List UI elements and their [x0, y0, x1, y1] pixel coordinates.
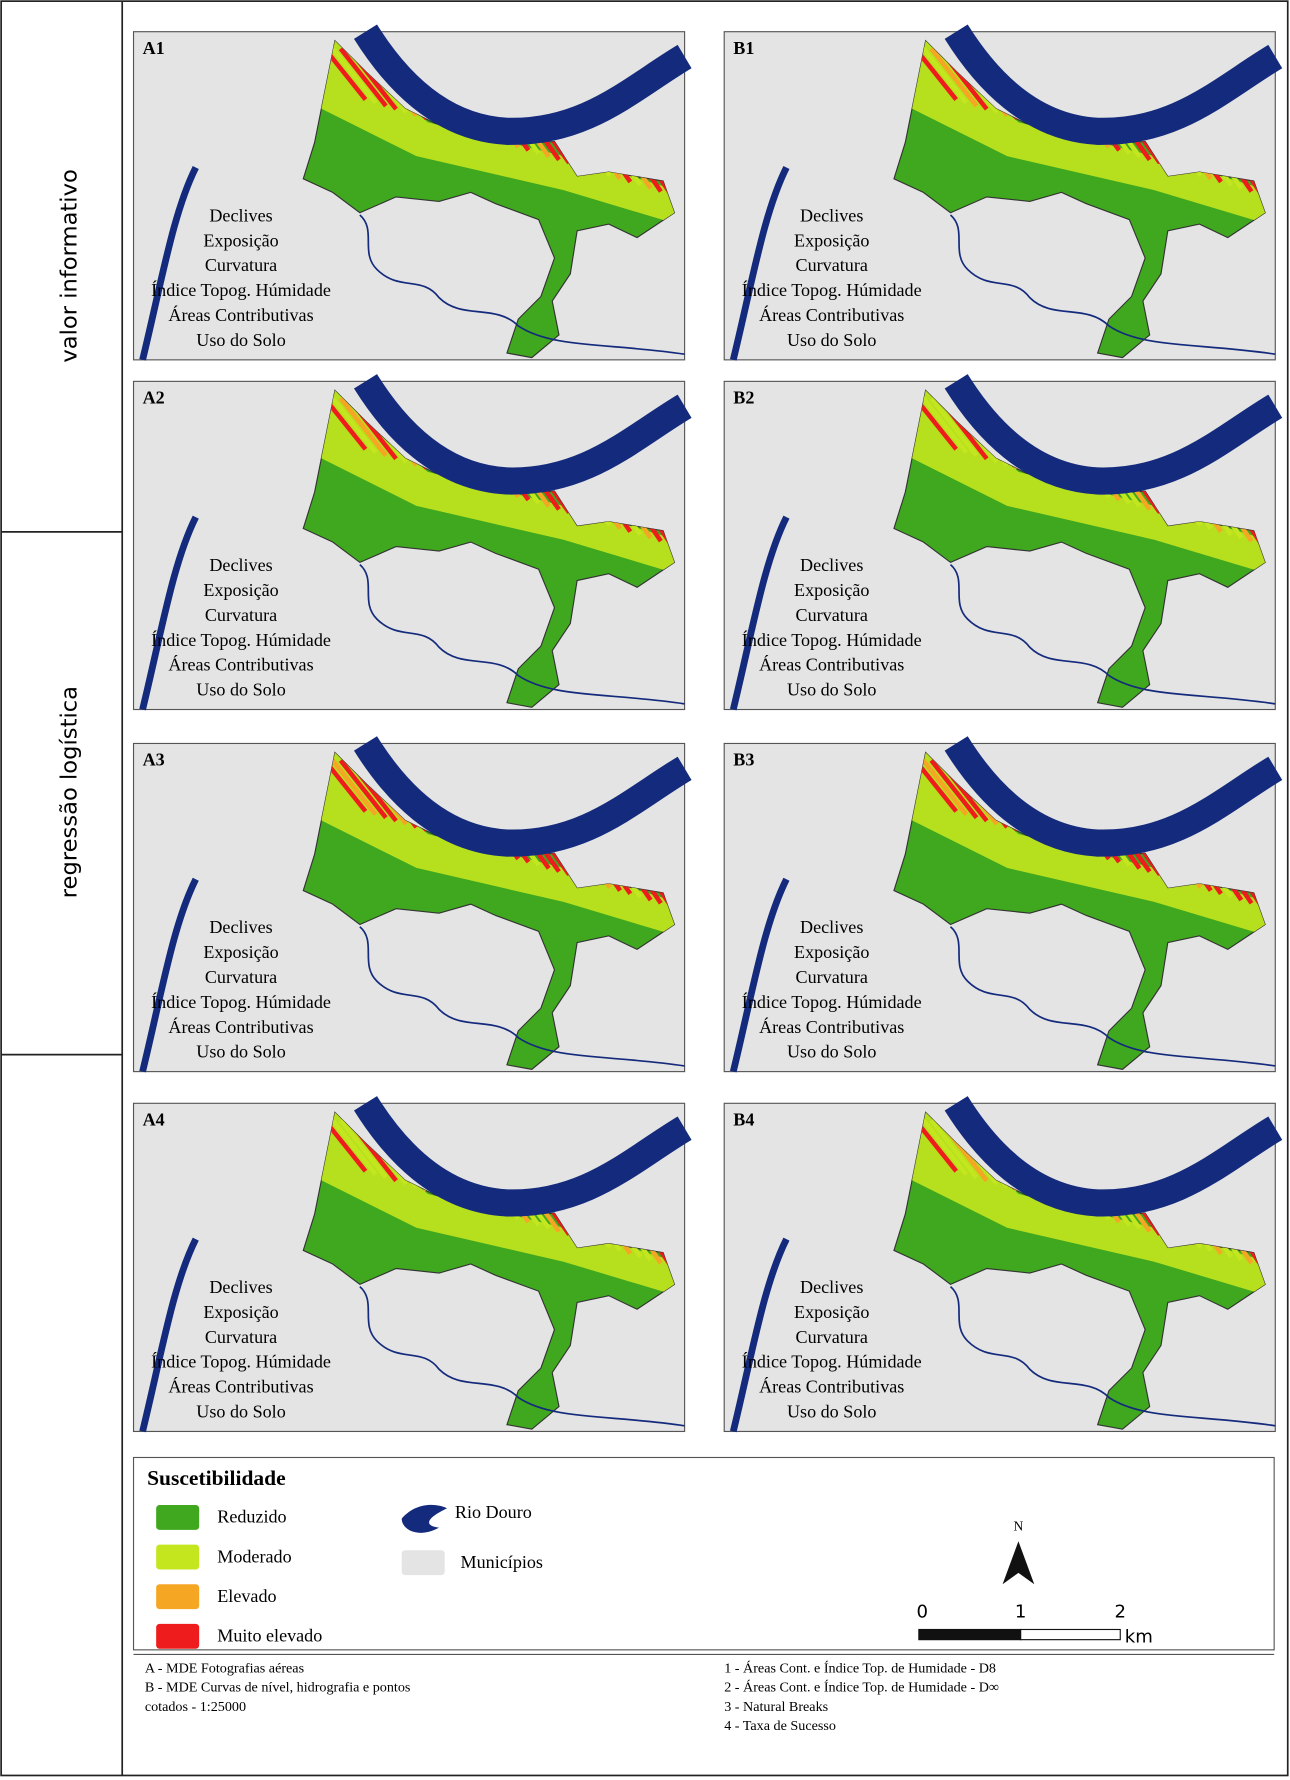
factor: Áreas Contributivas	[168, 1016, 313, 1037]
factor: Curvatura	[205, 1327, 277, 1347]
factor: Declives	[800, 205, 863, 225]
factor: Áreas Contributivas	[168, 1376, 313, 1397]
legend-label: Muito elevado	[217, 1626, 322, 1646]
figure: valor informativo regressão logística A1…	[0, 0, 1290, 1780]
map-panel: A1 Declives Exposição Curvatura Índice Topog…	[134, 32, 702, 360]
note: 2 - Áreas Cont. e Índice Top. de Humidad…	[724, 1679, 999, 1696]
factor: Uso do Solo	[196, 680, 285, 700]
scale-label: 2	[1115, 1602, 1127, 1623]
factor: Uso do Solo	[787, 1402, 876, 1422]
factor: Uso do Solo	[196, 1402, 285, 1422]
legend-box	[134, 1457, 1275, 1649]
legend-swatch	[156, 1584, 199, 1609]
factor: Exposição	[794, 1302, 869, 1322]
north-label: N	[1014, 1519, 1024, 1534]
page: { "row_labels": ["valor informativo", "r…	[0, 0, 1290, 1780]
factor: Áreas Contributivas	[759, 1016, 904, 1037]
factor: Uso do Solo	[787, 680, 876, 700]
legend-swatch	[402, 1550, 445, 1575]
panel-label: B3	[733, 750, 754, 770]
panel-label: A1	[143, 38, 165, 58]
factor: Exposição	[794, 942, 869, 962]
note: 3 - Natural Breaks	[724, 1699, 828, 1715]
factor: Áreas Contributivas	[759, 654, 904, 675]
factor: Exposição	[203, 230, 278, 250]
factor: Curvatura	[796, 605, 868, 625]
factor: Curvatura	[796, 255, 868, 275]
map-panel: B4 Declives Exposição Curvatura Índice Topog…	[724, 1103, 1290, 1431]
map-panel: A2 Declives Exposição Curvatura Índice Topog…	[134, 381, 702, 709]
factor: Exposição	[203, 942, 278, 962]
factor: Declives	[800, 555, 863, 575]
factor: Curvatura	[796, 1327, 868, 1347]
factor: Uso do Solo	[196, 1042, 285, 1062]
factor: Exposição	[794, 230, 869, 250]
legend-label: Municípios	[461, 1552, 543, 1572]
scale-unit: km	[1125, 1626, 1153, 1647]
legend-swatch	[156, 1505, 199, 1530]
note: B - MDE Curvas de nível, hidrografia e p…	[145, 1680, 411, 1696]
scale-bar	[1021, 1629, 1121, 1639]
row-label: regressão logística	[57, 686, 83, 898]
legend-label: Elevado	[217, 1586, 276, 1606]
legend-swatch	[156, 1624, 199, 1649]
legend-swatch	[156, 1545, 199, 1570]
factor: Uso do Solo	[787, 330, 876, 350]
panel-label: A2	[143, 388, 165, 408]
factor: Áreas Contributivas	[759, 1376, 904, 1397]
factor: Curvatura	[205, 605, 277, 625]
factor: Declives	[800, 917, 863, 937]
factor: Declives	[209, 1277, 272, 1297]
factor: Índice Topog. Húmidade	[742, 991, 922, 1012]
scale-label: 0	[916, 1602, 928, 1623]
panel-label: A4	[143, 1110, 165, 1130]
note: A - MDE Fotografias aéreas	[145, 1660, 304, 1676]
factor: Declives	[800, 1277, 863, 1297]
factor: Exposição	[203, 580, 278, 600]
factor: Declives	[209, 205, 272, 225]
factor: Uso do Solo	[196, 330, 285, 350]
factor: Áreas Contributivas	[168, 304, 313, 325]
row-label: valor informativo	[57, 169, 83, 363]
legend-label: Rio Douro	[455, 1502, 532, 1522]
factor: Exposição	[203, 1302, 278, 1322]
factor: Curvatura	[205, 967, 277, 987]
factor: Índice Topog. Húmidade	[742, 629, 922, 650]
scale-bar	[919, 1629, 1021, 1639]
panel-label: B2	[733, 388, 754, 408]
factor: Índice Topog. Húmidade	[742, 1351, 922, 1372]
note: 1 - Áreas Cont. e Índice Top. de Humidad…	[724, 1659, 996, 1676]
panel-label: B1	[733, 38, 754, 58]
note: 4 - Taxa de Sucesso	[724, 1718, 836, 1734]
map-panel: A3 Declives Exposição Curvatura Índice Topog…	[134, 743, 702, 1071]
factor: Índice Topog. Húmidade	[151, 991, 331, 1012]
factor: Áreas Contributivas	[168, 654, 313, 675]
factor: Declives	[209, 917, 272, 937]
factor: Índice Topog. Húmidade	[742, 279, 922, 300]
factor: Uso do Solo	[787, 1042, 876, 1062]
panel-label: B4	[733, 1110, 754, 1130]
factor: Declives	[209, 555, 272, 575]
note: cotados - 1:25000	[145, 1699, 246, 1715]
scale-label: 1	[1015, 1602, 1027, 1623]
map-panel: A4 Declives Exposição Curvatura Índice Topog…	[134, 1103, 702, 1431]
legend-label: Reduzido	[217, 1507, 286, 1527]
factor: Índice Topog. Húmidade	[151, 279, 331, 300]
factor: Curvatura	[796, 967, 868, 987]
map-panel: B3 Declives Exposição Curvatura Índice Topog…	[724, 743, 1290, 1071]
map-panel: B2 Declives Exposição Curvatura Índice Topog…	[724, 381, 1290, 709]
panel-label: A3	[143, 750, 165, 770]
factor: Áreas Contributivas	[759, 304, 904, 325]
legend-label: Moderado	[217, 1546, 291, 1566]
map-panel: B1 Declives Exposição Curvatura Índice Topog…	[724, 32, 1290, 360]
factor: Exposição	[794, 580, 869, 600]
legend-title: Suscetibilidade	[147, 1466, 286, 1490]
factor: Índice Topog. Húmidade	[151, 629, 331, 650]
factor: Índice Topog. Húmidade	[151, 1351, 331, 1372]
factor: Curvatura	[205, 255, 277, 275]
